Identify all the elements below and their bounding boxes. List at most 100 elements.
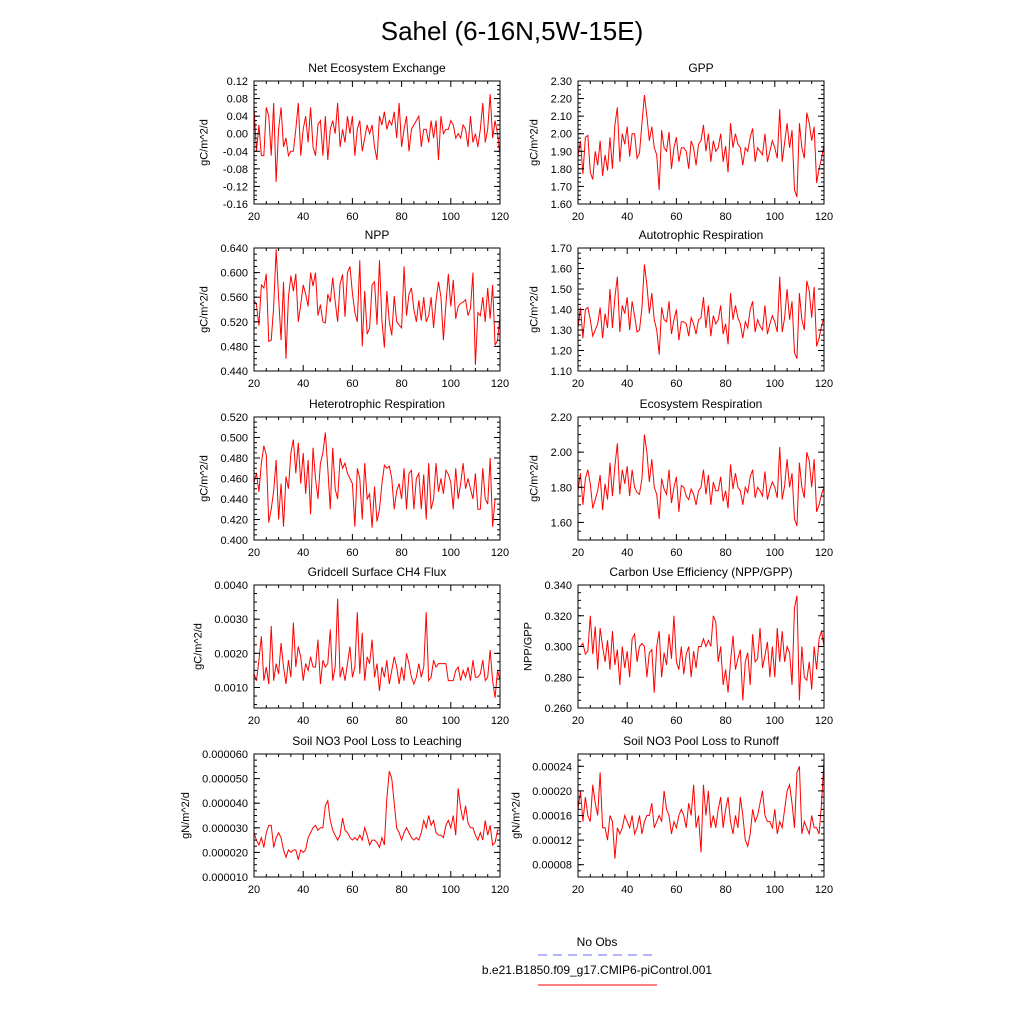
y-tick-label: 1.80 bbox=[551, 482, 572, 494]
panel-6: Ecosystem Respiration 20 40 60 80 100 120 1.60 1… bbox=[529, 397, 834, 559]
panel-title: Gridcell Surface CH4 Flux bbox=[308, 565, 447, 579]
y-tick-label: 0.0010 bbox=[214, 683, 248, 695]
y-tick-label: 1.40 bbox=[551, 305, 572, 317]
series-line bbox=[577, 95, 825, 198]
y-tick-label: -0.04 bbox=[223, 146, 248, 158]
series-line bbox=[578, 595, 825, 701]
x-tick-label: 20 bbox=[248, 378, 260, 390]
y-tick-label: 0.260 bbox=[544, 703, 572, 715]
x-tick-label: 20 bbox=[572, 715, 584, 727]
y-tick-label: 0.08 bbox=[227, 94, 248, 106]
y-tick-label: 0.440 bbox=[220, 366, 248, 378]
y-tick-label: 0.520 bbox=[220, 412, 248, 424]
x-tick-label: 60 bbox=[670, 547, 682, 559]
x-tick-label: 100 bbox=[766, 884, 784, 896]
y-axis-label: gN/m^2/d bbox=[180, 792, 192, 839]
x-tick-label: 60 bbox=[670, 378, 682, 390]
x-tick-label: 100 bbox=[766, 547, 784, 559]
y-axis-label: gN/m^2/d bbox=[510, 792, 522, 839]
y-tick-label: 0.0040 bbox=[214, 580, 248, 592]
x-tick-label: 80 bbox=[395, 884, 407, 896]
panel-title: Autotrophic Respiration bbox=[639, 228, 764, 242]
x-tick-label: 120 bbox=[491, 378, 509, 390]
x-tick-label: 80 bbox=[719, 547, 731, 559]
x-tick-label: 40 bbox=[621, 211, 633, 223]
y-tick-label: 0.460 bbox=[220, 474, 248, 486]
panel-title: Heterotrophic Respiration bbox=[309, 397, 445, 411]
x-tick-label: 100 bbox=[766, 715, 784, 727]
y-tick-label: 0.440 bbox=[220, 494, 248, 506]
panel-title: NPP bbox=[365, 228, 390, 242]
x-tick-label: 100 bbox=[442, 211, 460, 223]
x-tick-label: 40 bbox=[621, 378, 633, 390]
x-tick-label: 40 bbox=[621, 715, 633, 727]
y-axis-label: gC/m^2/d bbox=[199, 119, 211, 166]
x-tick-label: 120 bbox=[815, 211, 833, 223]
x-tick-label: 20 bbox=[248, 884, 260, 896]
x-tick-label: 120 bbox=[491, 715, 509, 727]
y-tick-label: -0.12 bbox=[223, 181, 248, 193]
x-tick-label: 60 bbox=[346, 884, 358, 896]
x-tick-label: 80 bbox=[719, 884, 731, 896]
y-tick-label: 2.00 bbox=[551, 447, 572, 459]
y-axis-label: gC/m^2/d bbox=[199, 286, 211, 333]
legend-obs-label: No Obs bbox=[577, 935, 618, 949]
x-tick-label: 120 bbox=[815, 884, 833, 896]
series-line bbox=[577, 264, 825, 359]
x-tick-label: 100 bbox=[442, 715, 460, 727]
x-tick-label: 60 bbox=[346, 211, 358, 223]
y-tick-label: 0.340 bbox=[544, 580, 572, 592]
x-tick-label: 20 bbox=[572, 378, 584, 390]
x-tick-label: 60 bbox=[670, 715, 682, 727]
y-axis-label: gC/m^2/d bbox=[529, 119, 541, 166]
y-tick-label: 0.00 bbox=[227, 129, 248, 141]
series-line bbox=[253, 598, 501, 698]
x-tick-label: 80 bbox=[719, 378, 731, 390]
x-tick-label: 20 bbox=[248, 715, 260, 727]
x-tick-label: 120 bbox=[491, 211, 509, 223]
y-tick-label: 1.70 bbox=[551, 181, 572, 193]
x-tick-label: 80 bbox=[395, 715, 407, 727]
series-line bbox=[253, 249, 501, 365]
x-tick-label: 80 bbox=[719, 211, 731, 223]
panel-title: GPP bbox=[688, 61, 713, 75]
x-tick-label: 20 bbox=[572, 547, 584, 559]
x-tick-label: 100 bbox=[442, 884, 460, 896]
x-tick-label: 40 bbox=[297, 884, 309, 896]
panel-10: Soil NO3 Pool Loss to Runoff 20 40 60 80 100 1… bbox=[510, 734, 833, 896]
y-tick-label: -0.08 bbox=[223, 164, 248, 176]
y-axis-label: gC/m^2/d bbox=[529, 455, 541, 502]
series-line bbox=[253, 432, 500, 528]
panels-grid: Net Ecosystem Exchange 20 40 60 80 100 120 -0.1… bbox=[180, 61, 833, 896]
x-tick-label: 20 bbox=[572, 211, 584, 223]
x-tick-label: 40 bbox=[297, 547, 309, 559]
y-tick-label: 0.480 bbox=[220, 341, 248, 353]
x-tick-label: 120 bbox=[491, 547, 509, 559]
x-tick-label: 120 bbox=[815, 715, 833, 727]
y-tick-label: 0.0020 bbox=[214, 648, 248, 660]
x-tick-label: 60 bbox=[346, 378, 358, 390]
series-line bbox=[577, 760, 825, 859]
y-axis-label: gC/m^2/d bbox=[199, 455, 211, 502]
y-axis-label: NPP/GPP bbox=[523, 622, 535, 671]
y-tick-label: 0.000020 bbox=[202, 847, 248, 859]
plot-frame bbox=[577, 80, 825, 205]
y-tick-label: 1.80 bbox=[551, 164, 572, 176]
y-tick-label: 0.520 bbox=[220, 317, 248, 329]
x-tick-label: 40 bbox=[297, 715, 309, 727]
panel-2: GPP 20 40 60 80 100 120 1.60 1.70 1.80 1.90 2.00 2.1… bbox=[529, 61, 834, 223]
y-tick-label: 0.560 bbox=[220, 292, 248, 304]
y-axis-label: gC/m^2/d bbox=[192, 623, 204, 670]
y-tick-label: 0.420 bbox=[220, 515, 248, 527]
y-tick-label: 2.10 bbox=[551, 111, 572, 123]
x-tick-label: 60 bbox=[670, 211, 682, 223]
x-tick-label: 80 bbox=[395, 547, 407, 559]
x-tick-label: 40 bbox=[621, 547, 633, 559]
y-tick-label: 0.00016 bbox=[532, 811, 572, 823]
y-tick-label: 0.04 bbox=[227, 111, 248, 123]
y-tick-label: 0.000050 bbox=[202, 774, 248, 786]
y-tick-label: 2.30 bbox=[551, 76, 572, 88]
x-tick-label: 20 bbox=[572, 884, 584, 896]
y-axis-label: gC/m^2/d bbox=[529, 286, 541, 333]
y-tick-label: 1.70 bbox=[551, 243, 572, 255]
